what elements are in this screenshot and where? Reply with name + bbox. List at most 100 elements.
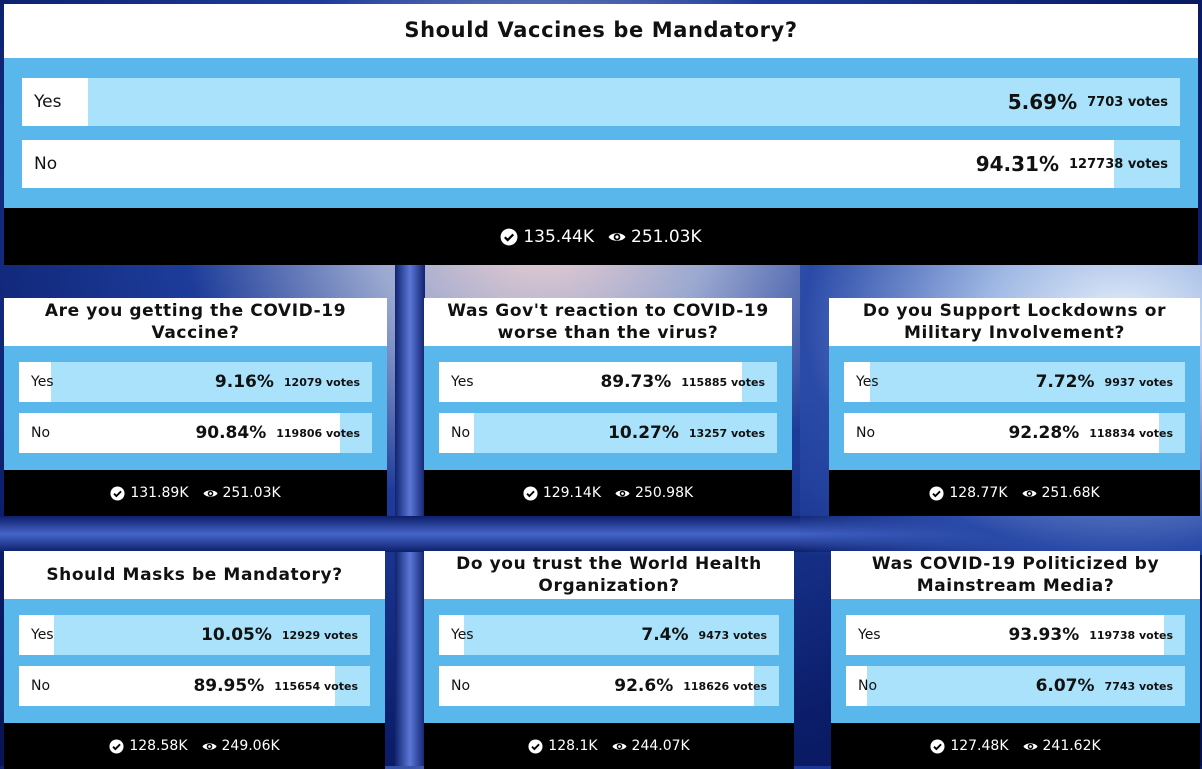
total-votes: 129.14K <box>523 485 601 501</box>
total-votes-value: 129.14K <box>542 485 601 501</box>
poll-options: Yes 7.4% 9473 votes No 92.6% 118626 votes <box>424 599 794 723</box>
check-icon <box>929 485 944 501</box>
option-percent: 93.93% <box>1008 625 1080 645</box>
total-votes: 127.48K <box>930 738 1009 754</box>
poll-options: Yes 9.16% 12079 votes No 90.84% 119806 votes <box>4 346 387 470</box>
total-votes: 131.89K <box>110 485 189 501</box>
percent-bar <box>19 413 340 453</box>
option-votes: 12079 votes <box>283 375 360 389</box>
poll-options: Yes 7.72% 9937 votes No 92.28% 118834 votes <box>829 346 1200 470</box>
poll-title: Was Gov't reaction to COVID-19 worse tha… <box>424 298 792 346</box>
poll-option: No 94.31% 127738 votes <box>22 140 1180 188</box>
eye-icon <box>1021 489 1037 497</box>
poll-card: Do you Support Lockdowns or Military Inv… <box>829 298 1200 516</box>
poll-stats: 127.48K 241.62K <box>831 723 1200 769</box>
poll-option: No 10.27% 13257 votes <box>439 413 777 453</box>
total-votes: 128.58K <box>109 738 188 754</box>
option-result: 5.69% 7703 votes <box>1008 78 1168 126</box>
check-icon <box>110 485 125 501</box>
poll-card: Should Vaccines be Mandatory? Yes 5.69% 770… <box>4 4 1198 265</box>
poll-options: Yes 5.69% 7703 votes No 94.31% 127738 votes <box>4 58 1198 208</box>
percent-bar <box>22 140 1115 188</box>
poll-option: No 90.84% 119806 votes <box>19 413 372 453</box>
eye-icon <box>202 489 218 497</box>
poll-title: Are you getting the COVID-19 Vaccine? <box>4 298 387 346</box>
option-result: 6.07% 7743 votes <box>1036 666 1173 706</box>
option-votes: 118626 votes <box>683 679 767 693</box>
option-label: No <box>858 678 878 694</box>
views-value: 251.03K <box>631 226 702 247</box>
option-votes: 119738 votes <box>1089 628 1173 642</box>
option-label: Yes <box>31 374 54 390</box>
poll-card: Are you getting the COVID-19 Vaccine? Yes… <box>4 298 387 516</box>
option-result: 10.05% 12929 votes <box>201 615 358 655</box>
poll-stats: 135.44K 251.03K <box>4 208 1198 265</box>
option-result: 92.6% 118626 votes <box>614 666 767 706</box>
views: 241.62K <box>1022 738 1101 754</box>
percent-bar <box>846 615 1165 655</box>
poll-title: Should Vaccines be Mandatory? <box>4 4 1198 58</box>
option-percent: 89.73% <box>600 372 672 392</box>
poll-option: Yes 89.73% 115885 votes <box>439 362 777 402</box>
check-icon <box>528 738 543 754</box>
option-label: No <box>856 425 876 441</box>
option-label: Yes <box>856 374 879 390</box>
views: 251.03K <box>202 485 281 501</box>
option-label: Yes <box>34 92 62 112</box>
check-icon <box>500 228 518 245</box>
percent-bar <box>22 78 88 126</box>
option-label: Yes <box>451 627 474 643</box>
option-percent: 7.72% <box>1035 372 1095 392</box>
views-value: 250.98K <box>635 485 694 501</box>
poll-card: Was Gov't reaction to COVID-19 worse tha… <box>424 298 792 516</box>
option-label: Yes <box>451 374 474 390</box>
check-icon <box>109 738 124 754</box>
option-result: 93.93% 119738 votes <box>1008 615 1173 655</box>
poll-card: Was COVID-19 Politicized by Mainstream M… <box>831 551 1200 769</box>
poll-stats: 129.14K 250.98K <box>424 470 792 516</box>
option-votes: 127738 votes <box>1069 156 1168 172</box>
poll-stats: 128.1K 244.07K <box>424 723 794 769</box>
poll-options: Yes 10.05% 12929 votes No 89.95% 115654 votes <box>4 599 385 723</box>
views-value: 244.07K <box>631 738 690 754</box>
percent-bar <box>19 666 335 706</box>
percent-bar <box>439 666 754 706</box>
poll-options: Yes 89.73% 115885 votes No 10.27% 13257 votes <box>424 346 792 470</box>
percent-bar <box>844 413 1159 453</box>
poll-option: Yes 5.69% 7703 votes <box>22 78 1180 126</box>
option-label: No <box>451 425 471 441</box>
option-percent: 10.05% <box>201 625 272 645</box>
poll-option: Yes 7.4% 9473 votes <box>439 615 779 655</box>
poll-options: Yes 93.93% 119738 votes No 6.07% 7743 votes <box>831 599 1200 723</box>
poll-title: Do you trust the World Health Organizati… <box>424 551 794 599</box>
total-votes: 128.77K <box>929 485 1008 501</box>
background-cross <box>395 265 425 766</box>
percent-bar <box>19 362 52 402</box>
total-votes-value: 131.89K <box>130 485 189 501</box>
option-votes: 118834 votes <box>1089 426 1173 440</box>
option-percent: 90.84% <box>195 423 267 443</box>
option-percent: 89.95% <box>193 676 265 696</box>
eye-icon <box>615 489 630 497</box>
views-value: 251.68K <box>1041 485 1100 501</box>
poll-option: Yes 93.93% 119738 votes <box>846 615 1185 655</box>
option-votes: 7743 votes <box>1104 679 1173 693</box>
poll-stats: 128.58K 249.06K <box>4 723 385 769</box>
total-votes: 128.1K <box>528 738 598 754</box>
poll-title: Do you Support Lockdowns or Military Inv… <box>829 298 1200 346</box>
option-percent: 7.4% <box>641 625 689 645</box>
eye-icon <box>201 742 217 750</box>
option-result: 92.28% 118834 votes <box>1008 413 1173 453</box>
option-label: Yes <box>31 627 54 643</box>
percent-bar <box>19 615 55 655</box>
option-percent: 92.6% <box>614 676 674 696</box>
option-result: 7.4% 9473 votes <box>641 615 767 655</box>
eye-icon <box>608 232 626 241</box>
total-votes-value: 135.44K <box>523 226 594 247</box>
option-label: No <box>451 678 471 694</box>
views: 249.06K <box>201 738 280 754</box>
option-votes: 119806 votes <box>276 426 360 440</box>
percent-bar <box>846 666 867 706</box>
option-label: No <box>31 678 51 694</box>
option-votes: 115654 votes <box>274 679 358 693</box>
